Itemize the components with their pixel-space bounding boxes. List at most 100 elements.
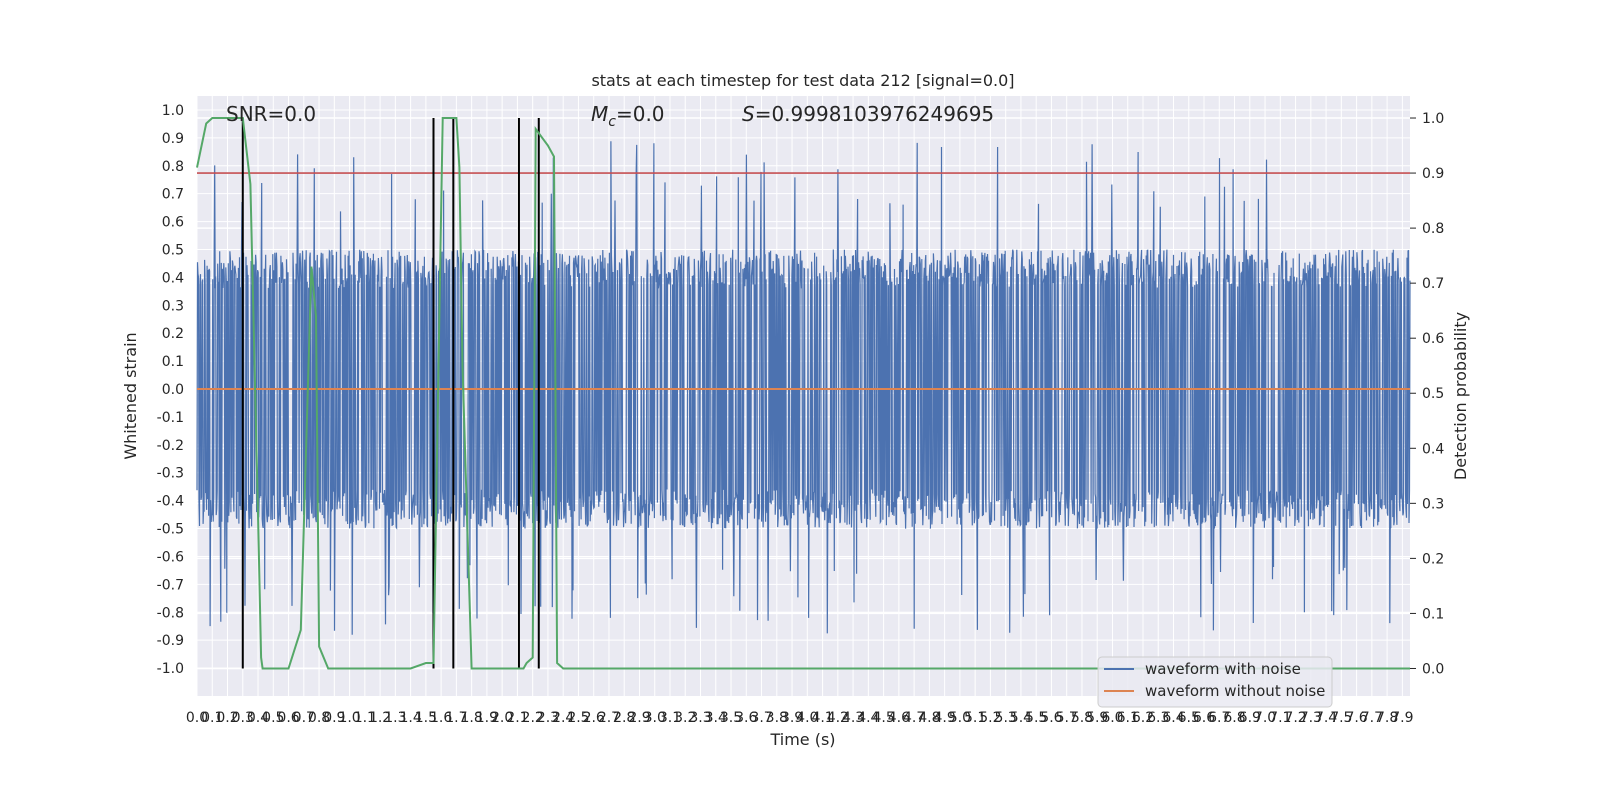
y-left-tick-label: 0.7	[162, 187, 184, 203]
x-tick-label: 2.6	[583, 710, 605, 726]
x-tick-label: 7.3	[1300, 710, 1322, 726]
x-tick-label: 0.1	[201, 710, 223, 726]
y-right-tick-label: 0.0	[1422, 661, 1444, 677]
x-tick-label: 6.0	[1101, 710, 1123, 726]
x-tick-label: 4.7	[903, 710, 925, 726]
x-tick-label: 6.6	[1193, 710, 1215, 726]
x-tick-label: 7.0	[1254, 710, 1276, 726]
chirp-mass-value: =0.0	[616, 102, 665, 126]
x-tick-label: 5.0	[949, 710, 971, 726]
y-left-tick-label: 1.0	[162, 103, 184, 119]
x-tick-label: 3.6	[735, 710, 757, 726]
y-left-tick-label: 0.9	[162, 131, 184, 147]
x-tick-label: 0.8	[308, 710, 330, 726]
x-tick-label: 2.0	[491, 710, 513, 726]
y-right-tick-label: 0.3	[1422, 496, 1444, 512]
legend-box	[1097, 656, 1333, 708]
x-tick-label: 2.1	[506, 710, 528, 726]
y-left-tick-label: -0.3	[157, 466, 184, 482]
x-tick-label: 1.0	[338, 710, 360, 726]
x-tick-label: 1.8	[461, 710, 483, 726]
x-tick-label: 3.5	[720, 710, 742, 726]
x-tick-label: 0.5	[262, 710, 284, 726]
legend-label-noisy: waveform with noise	[1145, 660, 1301, 678]
y-right-ticks: 1.0 0.9 0.8 0.7 0.6 0.5 0.4 0.3 0.2 0.1 0.0	[1410, 111, 1444, 677]
x-tick-label: 2.4	[552, 710, 574, 726]
detection-probability-series	[196, 117, 1410, 670]
x-tick-label: 4.8	[918, 710, 940, 726]
x-tick-label: 4.4	[857, 710, 879, 726]
chirp-mass-subscript: c	[608, 114, 616, 130]
x-tick-label: 6.7	[1208, 710, 1230, 726]
x-tick-label: 3.7	[750, 710, 772, 726]
x-tick-label: 3.3	[689, 710, 711, 726]
x-tick-label: 4.3	[842, 710, 864, 726]
y-right-tick-label: 0.4	[1422, 441, 1444, 457]
y-right-tick-label: 0.9	[1422, 166, 1444, 182]
x-tick-label: 7.9	[1391, 710, 1413, 726]
x-tick-label: 1.6	[430, 710, 452, 726]
x-tick-label: 7.6	[1345, 710, 1367, 726]
score-symbol: S	[742, 102, 755, 126]
x-tick-label: 6.8	[1223, 710, 1245, 726]
y-axis-right-label: Detection probability	[1451, 312, 1470, 480]
x-tick-label: 1.9	[476, 710, 498, 726]
y-left-ticks: 1.0 0.9 0.8 0.7 0.6 0.5 0.4 0.3 0.2 0.1 0.0 -0.1 -0.…	[157, 103, 184, 677]
x-tick-label: 1.4	[399, 710, 421, 726]
x-tick-label: 3.9	[781, 710, 803, 726]
x-tick-label: 7.2	[1284, 710, 1306, 726]
x-tick-label: 4.2	[827, 710, 849, 726]
x-tick-label: 5.2	[979, 710, 1001, 726]
x-tick-label: 0.2	[216, 710, 238, 726]
x-tick-label: 5.7	[1056, 710, 1078, 726]
y-left-tick-label: 0.1	[162, 354, 184, 370]
x-tick-label: 5.8	[1071, 710, 1093, 726]
x-tick-label: 4.0	[796, 710, 818, 726]
x-tick-label: 6.3	[1147, 710, 1169, 726]
x-tick-label: 1.5	[415, 710, 437, 726]
x-tick-label: 2.7	[598, 710, 620, 726]
x-tick-label: 6.2	[1132, 710, 1154, 726]
x-tick-label: 3.1	[659, 710, 681, 726]
noisy-waveform-line	[196, 141, 1411, 635]
x-tick-label: 4.5	[872, 710, 894, 726]
x-tick-label: 5.1	[964, 710, 986, 726]
x-tick-label: 6.5	[1178, 710, 1200, 726]
noisy-waveform-series	[196, 141, 1411, 635]
x-tick-label: 4.1	[811, 710, 833, 726]
y-right-tick-label: 0.2	[1422, 551, 1444, 567]
score-annotation: S=0.9998103976249695	[742, 102, 994, 126]
y-right-tick-label: 0.5	[1422, 386, 1444, 402]
y-left-tick-label: -0.2	[157, 438, 184, 454]
x-tick-label: 5.3	[995, 710, 1017, 726]
x-tick-label: 1.7	[445, 710, 467, 726]
x-tick-label: 2.9	[628, 710, 650, 726]
x-tick-label: 3.0	[644, 710, 666, 726]
x-tick-label: 2.3	[537, 710, 559, 726]
x-tick-label: 2.2	[522, 710, 544, 726]
y-axis-left-label: Whitened strain	[121, 332, 140, 459]
y-right-tick-label: 0.7	[1422, 276, 1444, 292]
legend: waveform with noise waveform without noi…	[1097, 656, 1333, 708]
x-tick-label: 1.1	[354, 710, 376, 726]
x-axis-label: Time (s)	[769, 730, 835, 749]
y-left-tick-label: 0.5	[162, 242, 184, 258]
x-tick-label: 7.1	[1269, 710, 1291, 726]
y-right-tick-label: 1.0	[1422, 111, 1444, 127]
x-tick-label: 5.6	[1040, 710, 1062, 726]
x-tick-label: 2.8	[613, 710, 635, 726]
y-left-tick-label: 0.6	[162, 215, 184, 231]
y-left-tick-label: -0.1	[157, 410, 184, 426]
x-tick-label: 6.4	[1162, 710, 1184, 726]
y-left-tick-label: -1.0	[157, 661, 184, 677]
detection-probability-line	[196, 117, 1410, 670]
y-left-tick-label: 0.8	[162, 159, 184, 175]
y-right-tick-label: 0.6	[1422, 331, 1444, 347]
x-tick-label: 0.6	[277, 710, 299, 726]
score-value: =0.9998103976249695	[755, 102, 994, 126]
y-left-tick-label: -0.4	[157, 494, 184, 510]
chirp-mass-annotation: Mc=0.0	[591, 102, 665, 130]
x-tick-label: 0.4	[247, 710, 269, 726]
x-tick-label: 0.3	[232, 710, 254, 726]
